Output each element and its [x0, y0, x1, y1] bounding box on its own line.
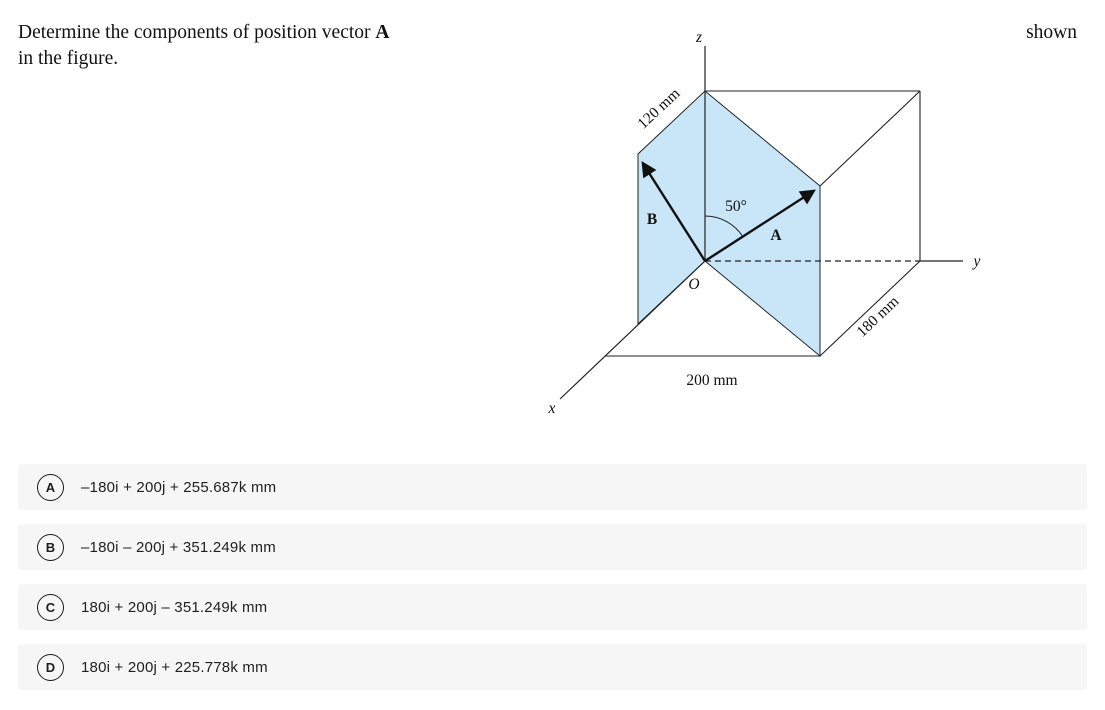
z-axis-label: z — [695, 29, 702, 46]
option-text: –180i – 200j + 351.249k mm — [81, 538, 276, 556]
vector-A-arrow — [704, 189, 816, 263]
option-row-c[interactable]: C 180i + 200j – 351.249k mm — [18, 584, 1087, 630]
x-axis — [559, 260, 706, 400]
option-row-b[interactable]: B –180i – 200j + 351.249k mm — [18, 524, 1087, 570]
vector-A-label: A — [770, 227, 782, 244]
vector-B-arrow — [641, 161, 707, 262]
x-axis-label: x — [548, 400, 556, 417]
question-text-line1: Determine the components of position vec… — [18, 22, 390, 44]
answer-options: A –180i + 200j + 255.687k mm B –180i – 2… — [18, 464, 1087, 704]
origin-label: O — [688, 276, 699, 293]
option-row-d[interactable]: D 180i + 200j + 225.778k mm — [18, 644, 1087, 690]
y-axis-label: y — [972, 253, 981, 270]
question-prefix: Determine the components of position vec… — [18, 22, 371, 43]
option-letter-badge: C — [37, 593, 64, 621]
option-text: 180i + 200j + 225.778k mm — [81, 658, 268, 676]
figure-3d-diagram: z y x O A B 50° 120 mm 180 mm 200 mm — [548, 29, 981, 417]
dimension-200mm-label: 200 mm — [686, 372, 737, 389]
vector-B-label: B — [647, 211, 657, 228]
option-row-a[interactable]: A –180i + 200j + 255.687k mm — [18, 464, 1087, 510]
angle-arc — [704, 215, 744, 237]
question-trailing-word: shown — [1026, 22, 1077, 43]
option-text: –180i + 200j + 255.687k mm — [81, 478, 277, 496]
option-letter-badge: D — [37, 653, 64, 681]
option-text: 180i + 200j – 351.249k mm — [81, 598, 268, 616]
question-vector-name: A — [375, 22, 390, 43]
option-letter-badge: B — [37, 533, 64, 561]
option-letter-badge: A — [37, 473, 64, 501]
angle-label: 50° — [725, 198, 747, 215]
box-top-right-diagonal-edge — [819, 90, 921, 187]
box-right-bottom-edge — [819, 260, 921, 357]
question-text-line2: in the figure. — [18, 48, 119, 69]
